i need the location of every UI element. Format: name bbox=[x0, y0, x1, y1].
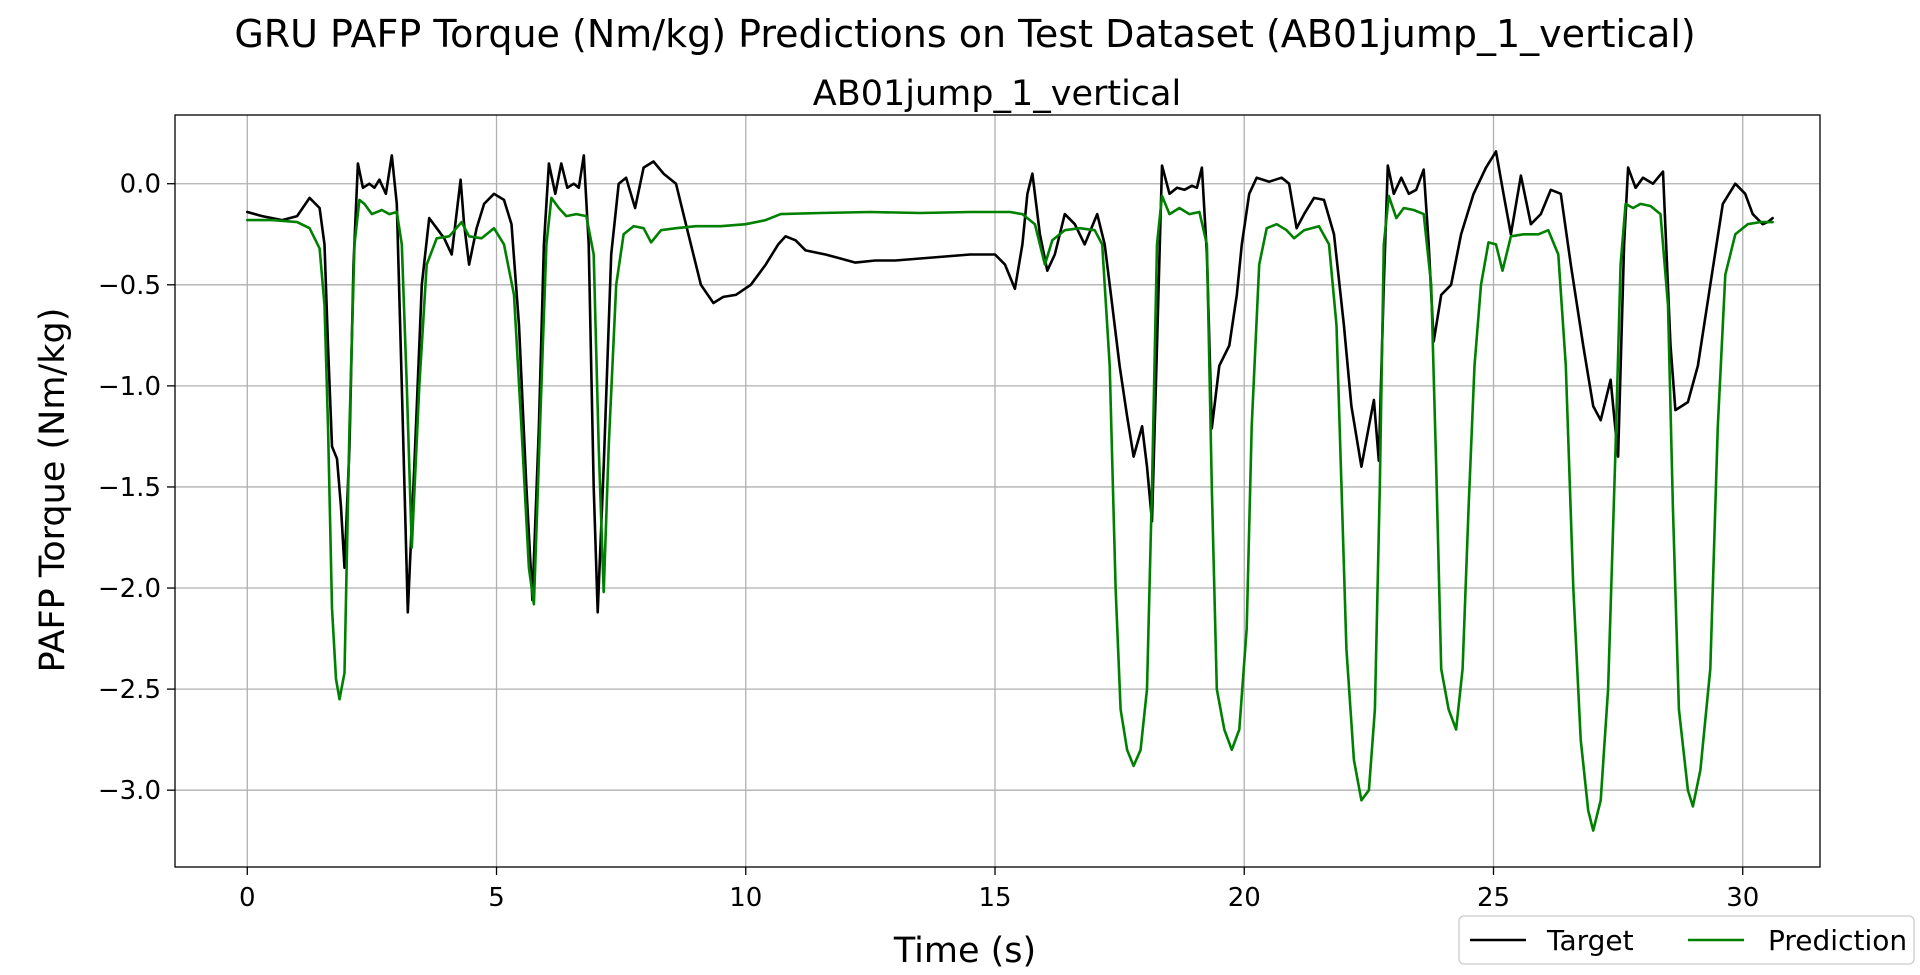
y-tick-label: −3.0 bbox=[98, 776, 161, 806]
plot-area bbox=[174, 114, 1821, 868]
x-tick-label: 5 bbox=[488, 883, 505, 913]
grid-lines bbox=[175, 115, 1820, 867]
series-line-prediction bbox=[246, 194, 1774, 832]
y-tick-label: −0.5 bbox=[98, 271, 161, 301]
y-axis-label: PAFP Torque (Nm/kg) bbox=[33, 308, 73, 673]
legend-label-prediction: Prediction bbox=[1768, 924, 1907, 957]
y-tick-label: −1.5 bbox=[98, 473, 161, 503]
x-tick-label: 25 bbox=[1477, 883, 1510, 913]
x-tick-label: 10 bbox=[729, 883, 762, 913]
legend-box bbox=[1458, 915, 1915, 965]
series-line-target bbox=[246, 150, 1774, 614]
y-tick-label: 0.0 bbox=[120, 170, 161, 200]
y-tick-label: −1.0 bbox=[98, 372, 161, 402]
series-lines bbox=[246, 150, 1774, 832]
legend: Target Prediction bbox=[1458, 915, 1915, 965]
legend-label-target: Target bbox=[1546, 924, 1634, 957]
x-axis-label: Time (s) bbox=[893, 931, 1036, 971]
chart-title: GRU PAFP Torque (Nm/kg) Predictions on T… bbox=[234, 12, 1695, 56]
x-tick-label: 15 bbox=[978, 883, 1011, 913]
axis-ticks: 0 5 10 15 20 25 30 0.0 −0.5 −1.0 −1.5 −2.0 −2.5 −3.0 bbox=[98, 170, 1759, 913]
x-tick-label: 0 bbox=[239, 883, 256, 913]
chart-subtitle: AB01jump_1_vertical bbox=[813, 74, 1181, 114]
x-tick-label: 20 bbox=[1228, 883, 1261, 913]
y-tick-label: −2.5 bbox=[98, 675, 161, 705]
y-tick-label: −2.0 bbox=[98, 574, 161, 604]
x-tick-label: 30 bbox=[1726, 883, 1759, 913]
